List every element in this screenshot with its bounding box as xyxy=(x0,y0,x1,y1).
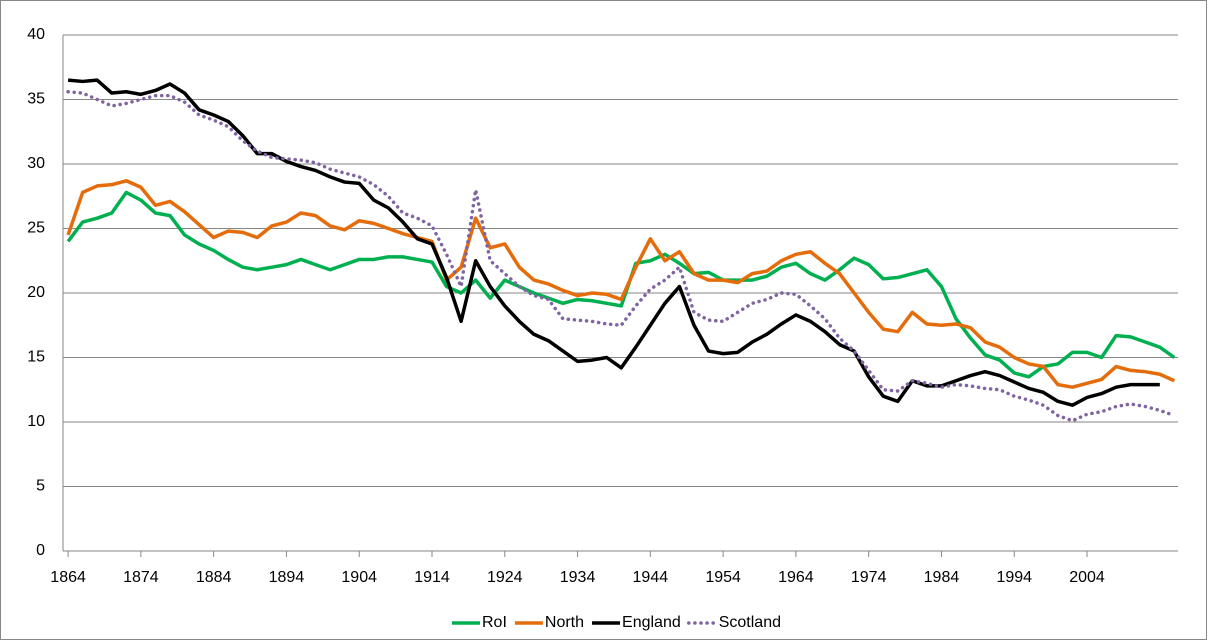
legend-label: Scotland xyxy=(719,614,781,631)
x-tick-label: 2004 xyxy=(1069,569,1105,586)
x-tick-label: 1924 xyxy=(487,569,523,586)
series-line xyxy=(66,190,1176,379)
y-tick-label: 0 xyxy=(36,542,45,559)
x-tick-label: 1964 xyxy=(778,569,814,586)
legend-label: RoI xyxy=(482,614,507,631)
y-tick-label: 10 xyxy=(27,413,45,430)
x-tick-label: 1984 xyxy=(924,569,960,586)
x-tick-label: 1914 xyxy=(414,569,450,586)
y-tick-label: 15 xyxy=(27,349,45,366)
series-line xyxy=(66,90,1177,423)
y-tick-label: 25 xyxy=(27,220,45,237)
x-tick-label: 1904 xyxy=(341,569,377,586)
x-tick-label: 1974 xyxy=(851,569,887,586)
x-tick-label: 1874 xyxy=(123,569,159,586)
x-tick-label: 1954 xyxy=(705,569,741,586)
legend-label: North xyxy=(545,614,584,631)
x-tick-label: 1994 xyxy=(996,569,1032,586)
legend-label: England xyxy=(622,614,681,631)
y-tick-label: 5 xyxy=(36,478,45,495)
x-tick-label: 1894 xyxy=(269,569,305,586)
series-line xyxy=(66,179,1176,389)
y-tick-label: 20 xyxy=(27,284,45,301)
x-tick-label: 1884 xyxy=(196,569,232,586)
y-tick-label: 30 xyxy=(27,155,45,172)
y-tick-label: 35 xyxy=(27,91,45,108)
x-tick-label: 1864 xyxy=(50,569,86,586)
x-tick-label: 1934 xyxy=(560,569,596,586)
x-tick-label: 1944 xyxy=(633,569,669,586)
y-tick-label: 40 xyxy=(27,26,45,43)
